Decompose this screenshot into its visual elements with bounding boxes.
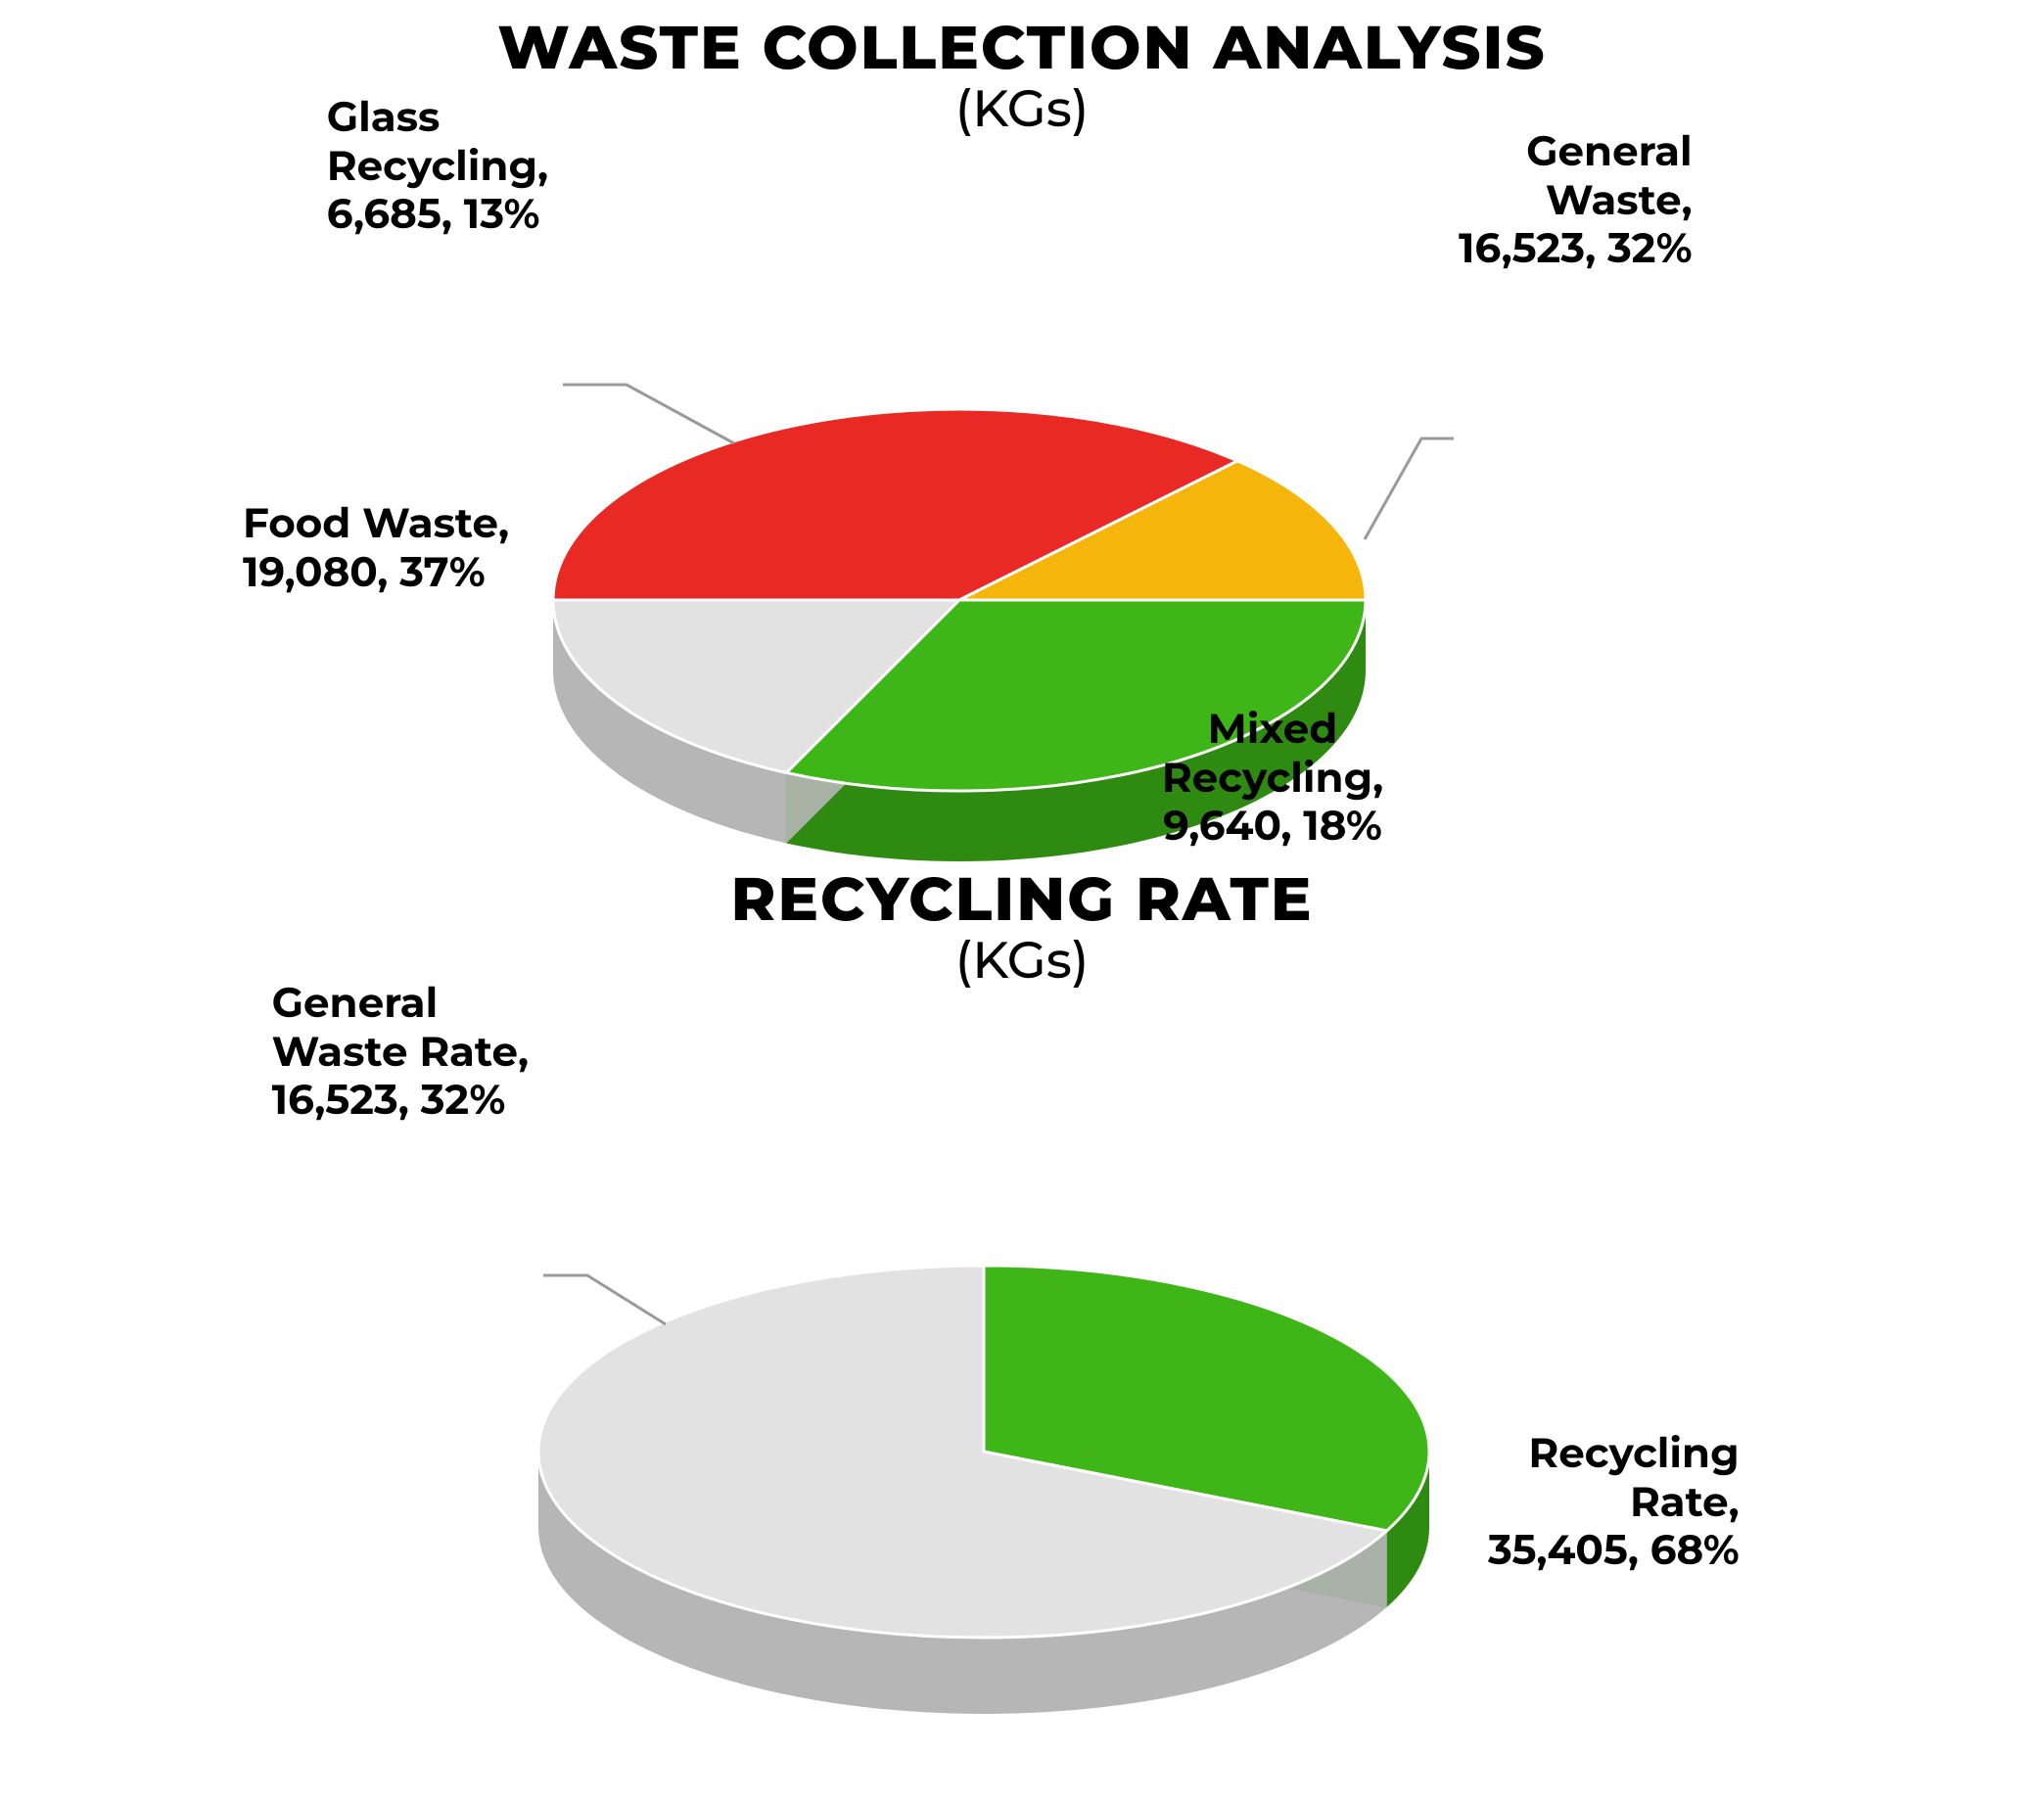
chart2-title: RECYCLING RATE (0, 861, 2044, 936)
slice-label-mixed_recycling: Mixed Recycling, 9,640, 18% (1162, 705, 1383, 851)
page-root: WASTE COLLECTION ANALYSIS (KGs) General … (0, 0, 2044, 1661)
waste-collection-chart: WASTE COLLECTION ANALYSIS (KGs) General … (0, 0, 2044, 852)
slice-label-general_waste_rate: General Waste Rate, 16,523, 32% (272, 979, 529, 1125)
slice-label-glass_recycling: Glass Recycling, 6,685, 13% (327, 93, 548, 239)
chart1-title: WASTE COLLECTION ANALYSIS (0, 10, 2044, 84)
slice-label-recycling_rate: Recycling Rate, 35,405, 68% (1488, 1429, 1740, 1575)
recycling-rate-chart: RECYCLING RATE (KGs) General Waste Rate,… (0, 852, 2044, 1661)
slice-label-general_waste: General Waste, 16,523, 32% (1459, 127, 1693, 273)
chart1-subtitle: (KGs) (0, 78, 2044, 140)
slice-label-food_waste: Food Waste, 19,080, 37% (243, 499, 509, 596)
